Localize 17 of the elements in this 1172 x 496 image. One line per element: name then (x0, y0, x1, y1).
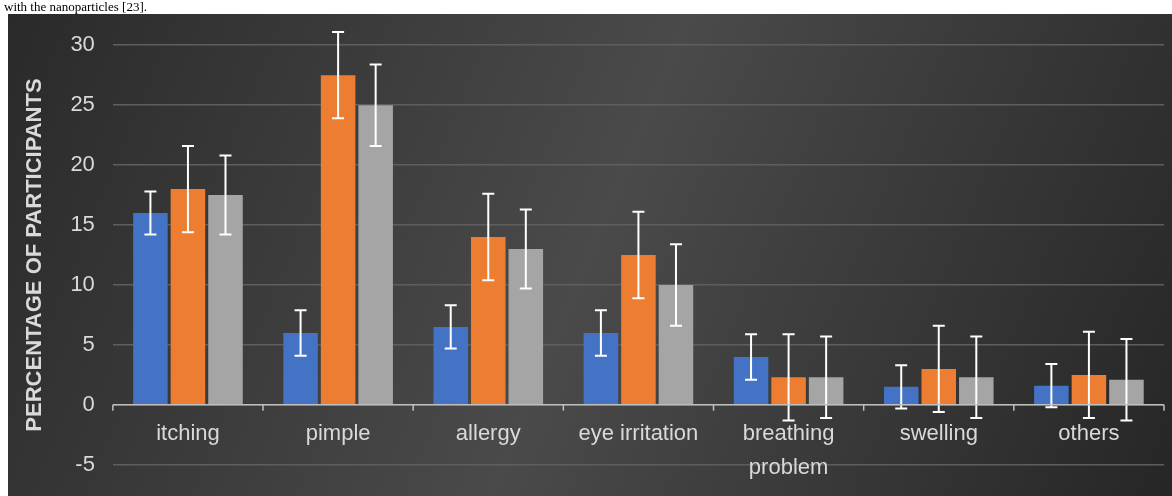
y-tick-label: 30 (70, 31, 95, 57)
y-tick-label: -5 (75, 450, 95, 476)
y-tick-label: 15 (70, 211, 95, 237)
x-tick-label: allergy (455, 419, 521, 445)
y-tick-label: 5 (82, 330, 95, 356)
y-axis-title: PERCENTAGE OF PARTICIPANTS (21, 78, 47, 432)
x-tick-label: pimple (305, 419, 371, 445)
y-tick-label: 20 (70, 151, 95, 177)
text: with the nanoparticles [23]. (4, 0, 147, 14)
x-tick-label: breathing problem (742, 419, 835, 479)
x-tick-label: swelling (899, 419, 978, 445)
x-tick-label: eye irritation (578, 419, 699, 445)
x-tick-label: itching (156, 419, 220, 445)
y-tick-label: 0 (82, 390, 95, 416)
y-tick-label: 25 (70, 91, 95, 117)
y-tick-label: 10 (70, 271, 95, 297)
x-tick-label: others (1058, 419, 1120, 445)
